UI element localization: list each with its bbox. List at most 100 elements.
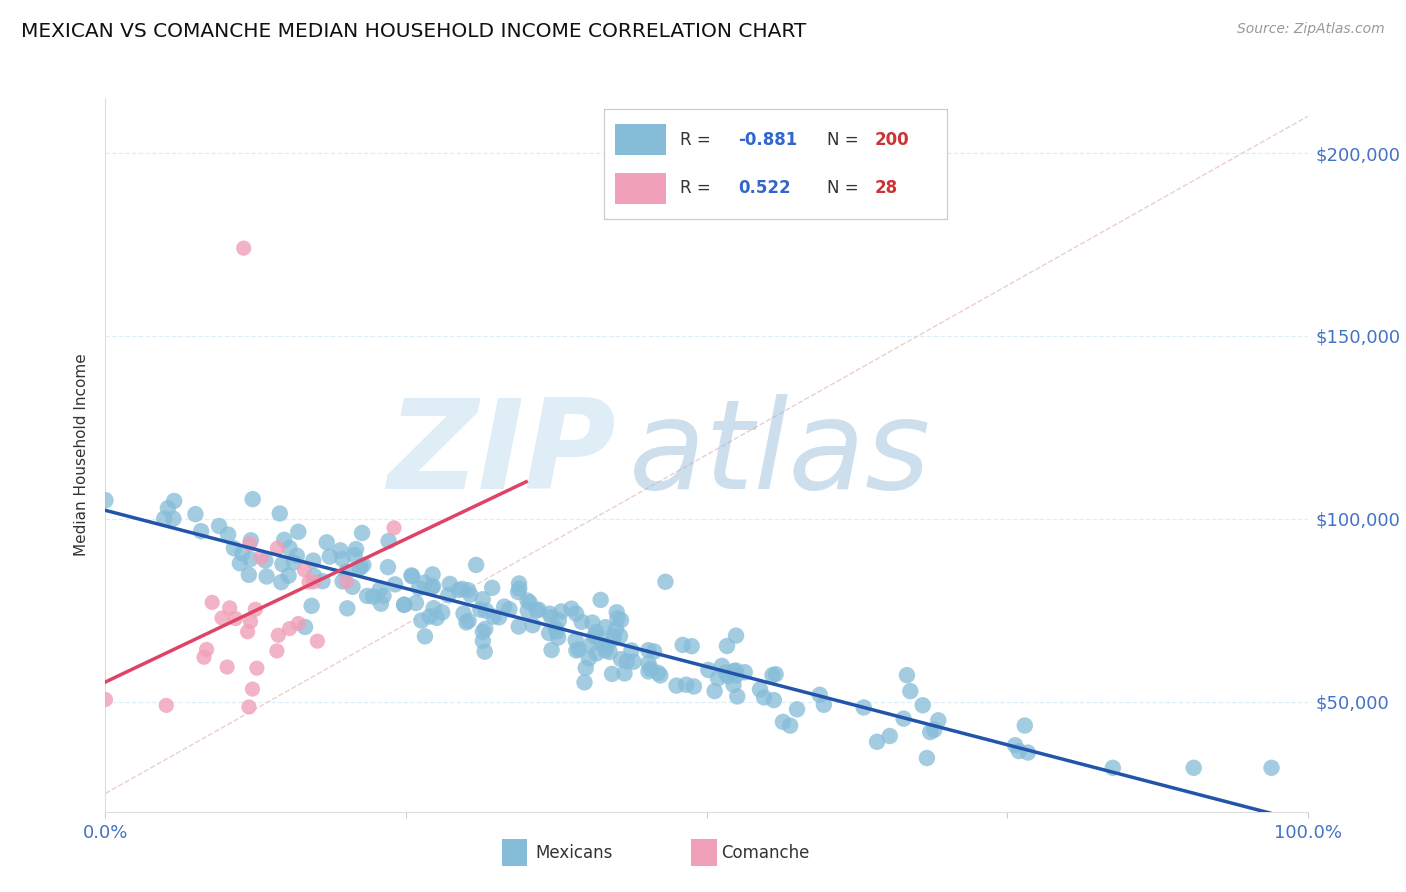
- Point: [277, 568, 299, 582]
- Point: [609, 629, 631, 643]
- Point: [762, 693, 785, 707]
- Point: [637, 657, 659, 671]
- Point: [239, 533, 262, 548]
- Point: [508, 576, 530, 591]
- Point: [488, 610, 510, 624]
- Point: [278, 622, 301, 636]
- Point: [546, 624, 568, 639]
- Point: [211, 611, 233, 625]
- Text: MEXICAN VS COMANCHE MEDIAN HOUSEHOLD INCOME CORRELATION CHART: MEXICAN VS COMANCHE MEDIAN HOUSEHOLD INC…: [21, 22, 806, 41]
- Point: [681, 639, 703, 653]
- Point: [336, 601, 359, 615]
- Point: [498, 602, 520, 616]
- Point: [162, 512, 184, 526]
- Point: [163, 494, 186, 508]
- Point: [716, 639, 738, 653]
- Point: [723, 678, 745, 692]
- Point: [201, 595, 224, 609]
- Point: [540, 610, 562, 624]
- Point: [1102, 761, 1125, 775]
- Point: [866, 735, 889, 749]
- Point: [616, 654, 638, 668]
- Point: [482, 609, 505, 624]
- Point: [156, 501, 179, 516]
- Point: [527, 603, 550, 617]
- Point: [239, 615, 262, 629]
- Point: [439, 577, 461, 591]
- Point: [94, 692, 117, 706]
- Point: [605, 622, 627, 636]
- Point: [245, 602, 267, 616]
- Point: [302, 554, 325, 568]
- Point: [538, 607, 561, 621]
- Point: [422, 601, 444, 615]
- Point: [672, 638, 695, 652]
- Point: [526, 603, 548, 617]
- Point: [370, 597, 392, 611]
- Point: [457, 583, 479, 598]
- Point: [453, 607, 475, 621]
- Point: [522, 618, 544, 632]
- Point: [915, 751, 938, 765]
- Point: [765, 667, 787, 681]
- Point: [422, 579, 444, 593]
- Point: [600, 666, 623, 681]
- Point: [298, 575, 321, 590]
- Point: [401, 569, 423, 583]
- Point: [481, 581, 503, 595]
- Point: [384, 577, 406, 591]
- Point: [550, 604, 572, 618]
- Point: [432, 606, 454, 620]
- Point: [879, 729, 901, 743]
- Point: [714, 665, 737, 680]
- Point: [231, 547, 253, 561]
- Point: [287, 616, 309, 631]
- Point: [208, 519, 231, 533]
- Point: [474, 622, 496, 636]
- Point: [571, 615, 593, 629]
- Point: [302, 569, 325, 583]
- Point: [623, 655, 645, 669]
- Point: [451, 582, 474, 596]
- Point: [419, 609, 441, 624]
- Point: [568, 642, 591, 657]
- Point: [422, 567, 444, 582]
- Point: [911, 698, 934, 713]
- Point: [352, 558, 374, 572]
- Point: [647, 665, 669, 680]
- Point: [239, 537, 262, 551]
- Point: [665, 679, 688, 693]
- Point: [922, 723, 945, 737]
- Point: [852, 700, 875, 714]
- Point: [602, 629, 624, 643]
- Point: [471, 624, 494, 639]
- Point: [242, 492, 264, 507]
- Point: [734, 665, 756, 680]
- Point: [352, 525, 374, 540]
- Point: [1260, 761, 1282, 775]
- Point: [287, 524, 309, 539]
- Point: [475, 604, 498, 618]
- Point: [349, 561, 371, 575]
- Point: [301, 599, 323, 613]
- Point: [447, 583, 470, 598]
- Point: [610, 613, 633, 627]
- Point: [1014, 718, 1036, 732]
- Point: [474, 645, 496, 659]
- Point: [271, 557, 294, 571]
- Point: [94, 493, 117, 508]
- Point: [620, 643, 643, 657]
- Point: [1008, 744, 1031, 758]
- Point: [377, 534, 399, 549]
- Point: [238, 700, 260, 714]
- Point: [595, 620, 617, 634]
- Point: [579, 638, 602, 652]
- Point: [752, 690, 775, 705]
- Point: [294, 563, 316, 577]
- Point: [593, 639, 616, 653]
- Point: [217, 660, 239, 674]
- Point: [224, 611, 246, 625]
- Point: [239, 552, 262, 566]
- Point: [266, 644, 288, 658]
- Point: [246, 661, 269, 675]
